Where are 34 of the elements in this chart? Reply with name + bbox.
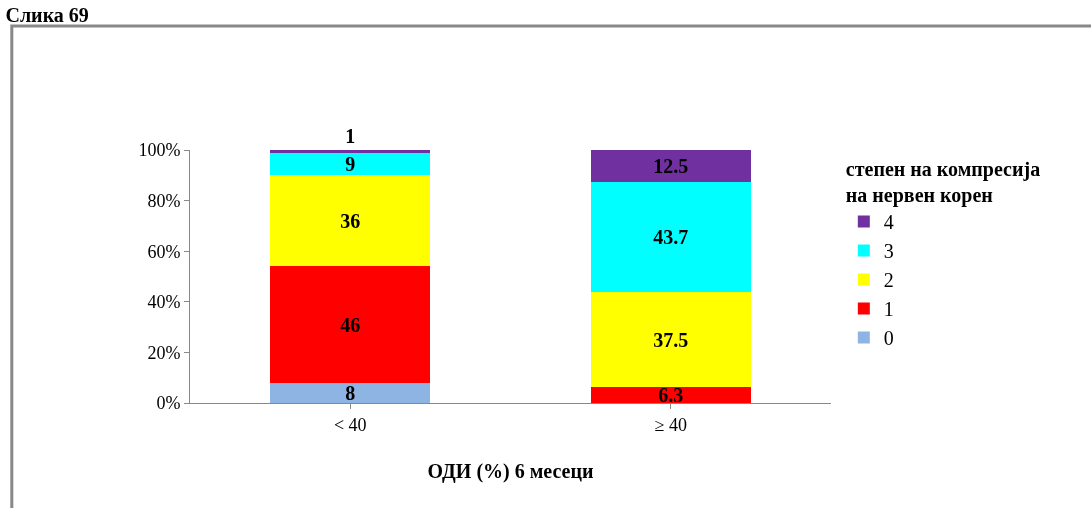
x-axis-title: ОДИ (%) 6 месеци xyxy=(427,460,594,484)
chart-title: Слика 69 xyxy=(5,3,89,26)
legend-label: 2 xyxy=(883,269,894,292)
x-tick-label: < 40 xyxy=(333,414,367,435)
data-label: 43.7 xyxy=(653,225,689,248)
legend-label: 0 xyxy=(883,327,894,350)
x-tick-label: ≥ 40 xyxy=(654,414,687,435)
bar xyxy=(590,292,751,388)
bar xyxy=(590,150,751,182)
bar xyxy=(270,266,431,383)
y-tick-label: 80% xyxy=(147,190,181,211)
data-label: 46 xyxy=(340,313,361,336)
data-label: 36 xyxy=(340,209,361,232)
y-tick-label: 100% xyxy=(138,140,181,161)
legend-label: 1 xyxy=(883,298,894,321)
y-tick-label: 60% xyxy=(147,241,181,262)
bar xyxy=(270,175,431,267)
bar xyxy=(270,152,431,176)
data-label: 6.3 xyxy=(658,384,684,407)
y-tick-label: 20% xyxy=(147,342,181,363)
bar xyxy=(590,387,751,403)
y-tick-label: 40% xyxy=(147,292,181,313)
data-label: 8 xyxy=(345,381,356,404)
data-label: 9 xyxy=(345,152,356,175)
y-tick-label: 0% xyxy=(156,393,181,414)
data-label: 37.5 xyxy=(653,328,689,351)
data-label: 12.5 xyxy=(653,154,689,177)
legend-label: 4 xyxy=(883,211,894,234)
data-label: 1 xyxy=(345,125,356,147)
bar xyxy=(270,150,431,153)
bar xyxy=(590,181,751,293)
legend-title: степен на компресија на нервен корен xyxy=(845,158,1041,207)
legend-label: 3 xyxy=(883,240,894,263)
bar xyxy=(270,382,431,403)
